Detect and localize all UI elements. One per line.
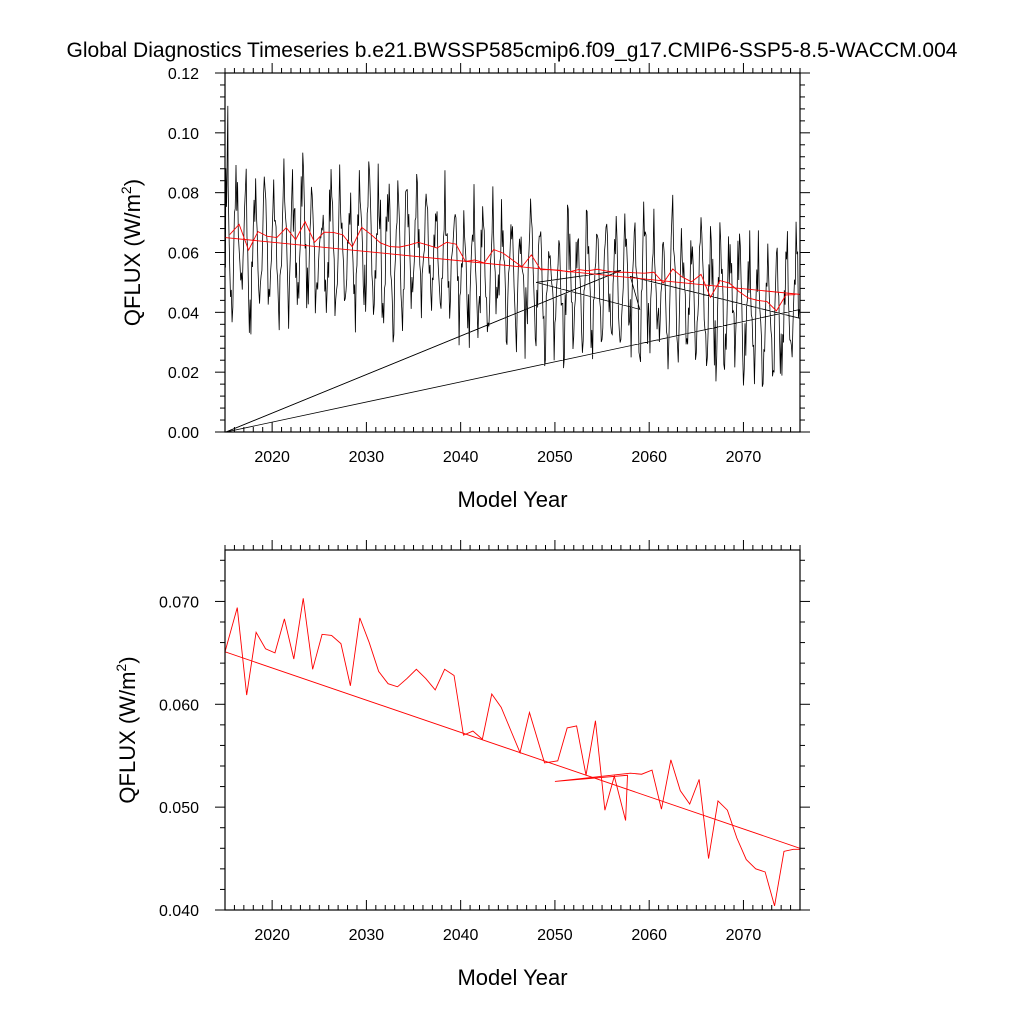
y-tick-label: 0.060 bbox=[159, 697, 199, 714]
y-tick-label: 0.12 bbox=[168, 66, 199, 83]
x-tick-label: 2050 bbox=[537, 927, 573, 944]
y-tick-label: 0.08 bbox=[168, 186, 199, 203]
x-tick-label: 2040 bbox=[443, 927, 479, 944]
plot-frame bbox=[224, 72, 801, 433]
monthly-series-line bbox=[225, 105, 800, 432]
plot-area bbox=[225, 105, 800, 432]
plot-area bbox=[225, 598, 800, 907]
x-tick-label: 2070 bbox=[726, 927, 762, 944]
y-tick-label: 0.06 bbox=[168, 246, 199, 263]
y-tick-label: 0.04 bbox=[168, 305, 199, 322]
x-tick-label: 2060 bbox=[631, 449, 667, 466]
y-tick-label: 0.070 bbox=[159, 594, 199, 611]
x-tick-label: 2030 bbox=[349, 449, 385, 466]
y-tick-label: 0.10 bbox=[168, 126, 199, 143]
x-tick-label: 2060 bbox=[631, 927, 667, 944]
x-tick-label: 2070 bbox=[726, 449, 762, 466]
annual-series-line bbox=[229, 220, 796, 312]
annual-series-line bbox=[225, 598, 800, 907]
y-axis-label: QFLUX (W/m2) bbox=[113, 656, 140, 803]
x-axis-label: Model Year bbox=[457, 965, 567, 990]
x-axis-label: Model Year bbox=[457, 487, 567, 512]
bottom-panel: 2020 2030 2040 2050 2060 2070 0.040 0.050 0.060 0… bbox=[113, 540, 810, 990]
x-tick-label: 2020 bbox=[254, 449, 290, 466]
x-tick-label: 2040 bbox=[443, 449, 479, 466]
y-tick-label: 0.02 bbox=[168, 365, 199, 382]
x-tick-label: 2030 bbox=[349, 927, 385, 944]
trend-series-line bbox=[225, 651, 800, 849]
y-tick-label: 0.050 bbox=[159, 800, 199, 817]
x-tick-label: 2020 bbox=[254, 927, 290, 944]
y-tick-label: 0.040 bbox=[159, 903, 199, 920]
x-tick-label: 2050 bbox=[537, 449, 573, 466]
trend-series-line bbox=[225, 237, 800, 295]
plot-frame bbox=[224, 549, 801, 911]
top-panel: 2020 2030 2040 2050 2060 2070 0.00 0.02 0.04 0.06… bbox=[118, 63, 810, 512]
y-axis-label: QFLUX (W/m2) bbox=[118, 179, 145, 326]
chart-title: Global Diagnostics Timeseries b.e21.BWSS… bbox=[67, 39, 958, 62]
y-tick-label: 0.00 bbox=[168, 425, 199, 442]
